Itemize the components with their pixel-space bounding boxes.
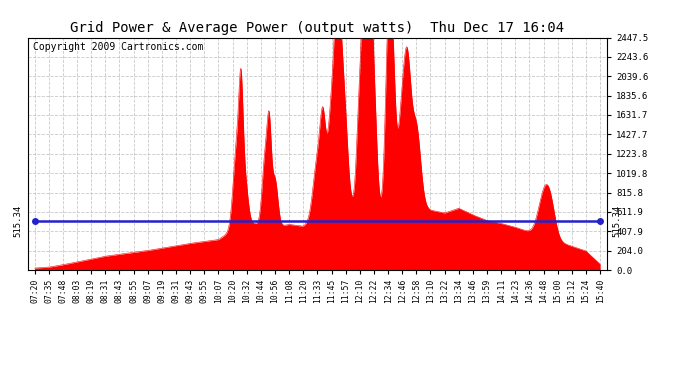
Text: 515.34: 515.34 <box>613 205 622 237</box>
Text: Copyright 2009 Cartronics.com: Copyright 2009 Cartronics.com <box>33 42 204 52</box>
Title: Grid Power & Average Power (output watts)  Thu Dec 17 16:04: Grid Power & Average Power (output watts… <box>70 21 564 35</box>
Text: 515.34: 515.34 <box>13 205 22 237</box>
